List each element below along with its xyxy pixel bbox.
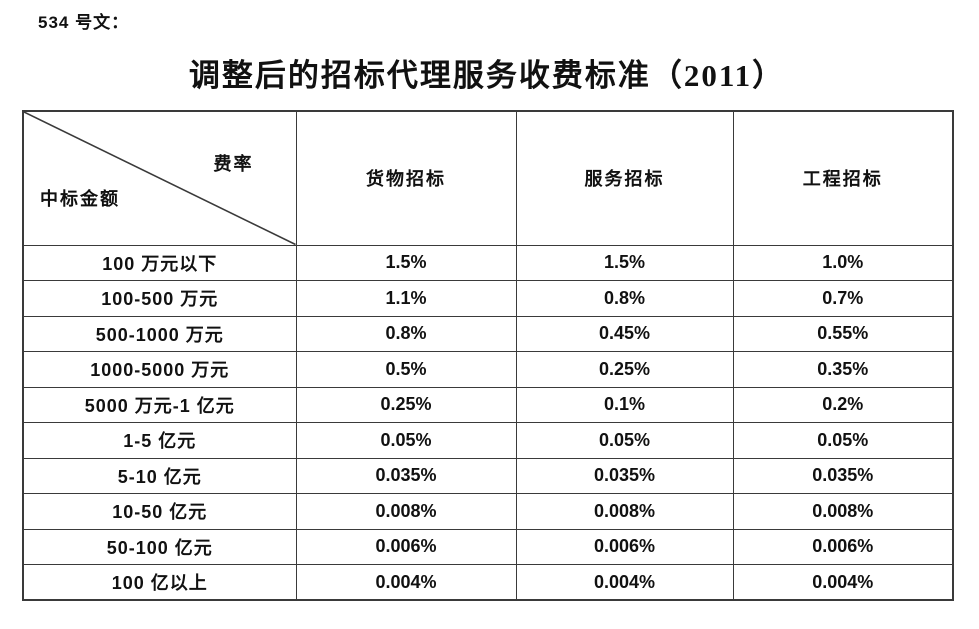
amount-cell: 500-1000 万元 (22, 315, 297, 352)
service-rate-cell: 0.035% (515, 457, 734, 494)
service-rate-cell: 1.5% (515, 244, 734, 281)
corner-cell: 费率 中标金额 (22, 110, 297, 246)
service-rate-cell: 0.05% (515, 422, 734, 459)
column-header-engineering: 工程招标 (732, 110, 954, 246)
header-row: 费率 中标金额 货物招标 服务招标 工程招标 (22, 110, 954, 246)
table-row: 5000 万元-1 亿元 0.25% 0.1% 0.2% (22, 386, 954, 423)
corner-label-rate: 费率 (213, 154, 254, 174)
column-header-goods: 货物招标 (295, 110, 517, 246)
table-row: 5-10 亿元 0.035% 0.035% 0.035% (22, 457, 954, 494)
amount-cell: 1-5 亿元 (22, 422, 297, 459)
amount-cell: 100 万元以下 (22, 244, 297, 281)
service-rate-cell: 0.8% (515, 280, 734, 317)
table-row: 500-1000 万元 0.8% 0.45% 0.55% (22, 315, 954, 352)
amount-cell: 50-100 亿元 (22, 528, 297, 565)
amount-cell: 100 亿以上 (22, 564, 297, 601)
engineering-rate-cell: 0.008% (732, 493, 954, 530)
service-rate-cell: 0.25% (515, 351, 734, 388)
goods-rate-cell: 0.008% (295, 493, 517, 530)
table-row: 100 万元以下 1.5% 1.5% 1.0% (22, 244, 954, 281)
goods-rate-cell: 0.05% (295, 422, 517, 459)
engineering-rate-cell: 0.05% (732, 422, 954, 459)
goods-rate-cell: 1.5% (295, 244, 517, 281)
goods-rate-cell: 0.8% (295, 315, 517, 352)
service-rate-cell: 0.1% (515, 386, 734, 423)
engineering-rate-cell: 0.004% (732, 564, 954, 601)
engineering-rate-cell: 0.2% (732, 386, 954, 423)
service-rate-cell: 0.008% (515, 493, 734, 530)
doc-number-label: 534 号文： (38, 13, 130, 32)
fee-rate-table: 费率 中标金额 货物招标 服务招标 工程招标 100 万元以下 1.5% 1.5… (22, 110, 954, 601)
engineering-rate-cell: 0.35% (732, 351, 954, 388)
service-rate-cell: 0.004% (515, 564, 734, 601)
table-row: 100 亿以上 0.004% 0.004% 0.004% (22, 564, 954, 601)
goods-rate-cell: 1.1% (295, 280, 517, 317)
amount-cell: 100-500 万元 (22, 280, 297, 317)
amount-cell: 10-50 亿元 (22, 493, 297, 530)
amount-cell: 5000 万元-1 亿元 (22, 386, 297, 423)
service-rate-cell: 0.006% (515, 528, 734, 565)
engineering-rate-cell: 0.7% (732, 280, 954, 317)
table-row: 10-50 亿元 0.008% 0.008% 0.008% (22, 493, 954, 530)
goods-rate-cell: 0.25% (295, 386, 517, 423)
engineering-rate-cell: 1.0% (732, 244, 954, 281)
diagonal-divider-line (24, 112, 295, 244)
engineering-rate-cell: 0.035% (732, 457, 954, 494)
corner-label-amount: 中标金额 (40, 188, 120, 209)
column-header-service: 服务招标 (515, 110, 734, 246)
engineering-rate-cell: 0.006% (732, 528, 954, 565)
engineering-rate-cell: 0.55% (732, 315, 954, 352)
goods-rate-cell: 0.035% (295, 457, 517, 494)
service-rate-cell: 0.45% (515, 315, 734, 352)
goods-rate-cell: 0.5% (295, 351, 517, 388)
page-title: 调整后的招标代理服务收费标准（2011） (188, 58, 786, 93)
table-row: 1-5 亿元 0.05% 0.05% 0.05% (22, 422, 954, 459)
goods-rate-cell: 0.004% (295, 564, 517, 601)
table-row: 1000-5000 万元 0.5% 0.25% 0.35% (22, 351, 954, 388)
amount-cell: 1000-5000 万元 (22, 351, 297, 388)
table-row: 50-100 亿元 0.006% 0.006% 0.006% (22, 528, 954, 565)
table-row: 100-500 万元 1.1% 0.8% 0.7% (22, 280, 954, 317)
goods-rate-cell: 0.006% (295, 528, 517, 565)
amount-cell: 5-10 亿元 (22, 457, 297, 494)
